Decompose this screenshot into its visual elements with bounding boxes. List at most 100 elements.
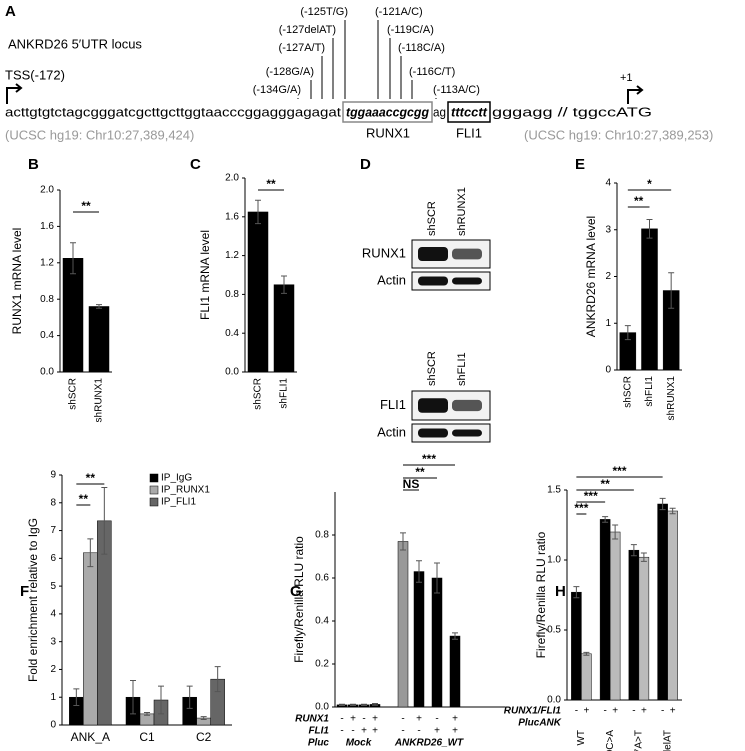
row-value: + [416,714,422,725]
lane-label: shSCR [426,201,438,236]
row-value: + [612,706,618,717]
y-tick-label: 2 [605,271,611,282]
y-axis-label: ANKRD26 mRNA level [584,216,598,337]
error-bar [255,199,261,225]
error-bar [583,651,590,656]
y-tick-label: 1 [605,318,611,329]
row-value: + [372,726,378,737]
legend-label: IP_FLI1 [161,497,196,508]
x-tick-label: c.-127delAT [662,730,673,751]
y-tick-label: 4 [50,609,56,620]
bar [571,591,582,701]
panel-letter: F [20,583,29,600]
error-bar [350,703,356,706]
y-axis-label: FLI1 mRNA level [198,230,212,320]
row-label: RUNX1/FLI1 [504,706,562,717]
legend-swatch [149,473,159,483]
row-value: - [661,706,664,717]
y-tick-label: 3 [50,636,56,647]
bar [397,541,409,708]
row-value: - [603,706,606,717]
tss-label: TSS(-172) [5,67,65,82]
error-bar [452,632,458,640]
error-bar [87,538,94,568]
y-axis-label: RUNX1 mRNA level [10,228,24,335]
error-bar [339,703,345,706]
panel-letter: B [28,156,39,173]
row-label: RUNX1 [295,714,329,725]
error-bar [624,325,631,341]
error-bar [214,666,221,693]
sequence-right: gggagg // tggccATG [492,104,652,119]
error-bar [434,562,440,594]
error-bar [400,532,406,551]
blot-band [418,247,448,261]
panel-letter: H [555,583,566,600]
row-value: - [362,714,365,725]
row-value: - [632,706,635,717]
bar [599,519,611,701]
blot-row-label: Actin [377,272,406,287]
error-bar [158,685,164,715]
error-bar [669,507,676,515]
variant-label: (-127delAT) [279,24,336,36]
significance-label: ** [266,177,276,191]
x-tick-label: shSCR [622,376,633,408]
y-axis-label: Firefly/Renilla RLU ratio [292,536,306,663]
significance-label: * [647,177,652,191]
runx1-site-box [342,101,433,123]
lane-label: shRUNX1 [456,187,468,236]
variant-label: (-119C/A) [387,24,434,36]
blot-band [452,248,482,260]
y-tick-label: 6 [50,553,56,564]
y-tick-label: 2.0 [40,185,54,196]
row-label: FLI1 [308,726,329,737]
error-bar [96,304,102,309]
error-bar [144,712,150,716]
y-tick-label: 1.0 [547,555,561,566]
blot-band [452,429,482,437]
bar [247,211,269,373]
row-value: - [417,726,420,737]
bar [88,306,110,373]
significance-label: ** [79,492,89,506]
significance-label: ** [600,477,610,491]
x-tick-label: shSCR [253,378,264,410]
y-axis-label: Fold enrichment relative to IgG [26,518,40,682]
row-value: - [401,714,404,725]
start-arrow [627,85,644,104]
x-axis-label: PlucANK [518,718,562,729]
variant-label: (-134G/A) [253,84,301,96]
row-value: - [401,726,404,737]
row-value: - [575,706,578,717]
y-tick-label: 1.2 [40,257,54,268]
row-value: - [351,726,354,737]
bar [449,635,461,708]
right-coordinate: (UCSC hg19: Chr10:27,389,253) [524,127,713,142]
sequence-left: acttgtgtctagcgggatcgcttgcttggtaacccggagg… [5,104,341,119]
panel-letter: E [575,156,585,173]
row-value: + [583,706,589,717]
sequence-middle: ag [433,104,446,119]
y-axis-label: Firefly/Renilla RLU ratio [534,531,548,658]
significance-label: ** [634,194,644,208]
significance-label: ** [86,471,96,485]
row-value: + [452,714,458,725]
runx1-site: tggaaaccgcgg [346,104,429,119]
bar [657,503,668,701]
y-tick-label: 2 [50,664,56,675]
bar [413,571,425,708]
y-tick-label: 0.5 [547,625,561,636]
row-label: Pluc [308,738,330,749]
y-tick-label: 0.6 [315,573,329,584]
error-bar [668,272,675,309]
y-tick-label: 0.2 [315,659,329,670]
blot-band [452,277,482,285]
legend-swatch [149,485,159,495]
x-tick-label: C1 [139,730,155,744]
y-tick-label: 0.0 [40,367,54,378]
blot-band [452,399,482,412]
significance-label: ** [81,199,91,213]
plus-one-label: +1 [620,72,633,84]
